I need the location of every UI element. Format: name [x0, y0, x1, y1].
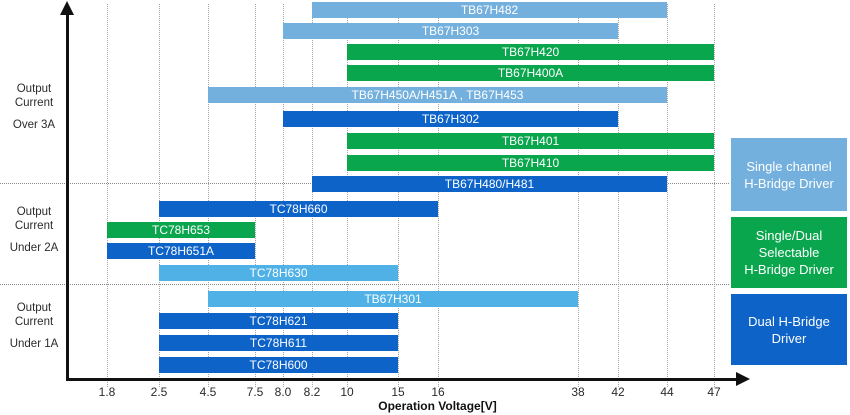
gridline-2.5: [158, 4, 160, 387]
group-sub-label: Under 2A: [9, 242, 59, 254]
bar-label: TB67H480/H481: [444, 177, 535, 191]
gridline-10: [346, 4, 348, 387]
legend-label-line: Selectable: [758, 245, 820, 260]
bar-label: TB67H450A/H451A , TB67H453: [351, 88, 524, 102]
group-label-line: Current: [14, 97, 54, 109]
x-tick-label-8.2: 8.2: [303, 385, 321, 399]
gridline-47: [713, 4, 715, 387]
x-axis-title: Operation Voltage[V]: [378, 399, 497, 413]
y-axis-arrow-icon: [60, 1, 74, 15]
bar-label: TC78H630: [249, 266, 308, 280]
bar-label: TC78H611: [249, 336, 308, 350]
bar-TC78H621: TC78H621: [159, 313, 398, 329]
legend-dual-h-bridge: Dual H-Bridge Driver: [731, 294, 847, 365]
bar-TC78H660: TC78H660: [159, 201, 438, 217]
bar-TB67H482: TB67H482: [312, 2, 667, 18]
bar-TB67H401: TB67H401: [347, 133, 714, 149]
legend-single-channel-h-bridge: Single channel H-Bridge Driver: [731, 138, 847, 211]
gridline-8.2: [311, 4, 313, 387]
x-tick-label-2.5: 2.5: [150, 385, 168, 399]
bar-label: TB67H400A: [497, 66, 564, 80]
legend-label-line: Driver: [771, 330, 807, 346]
group-label-line: Current: [14, 316, 54, 328]
bar-TB67H400A: TB67H400A: [347, 65, 714, 81]
bar-TB67H302: TB67H302: [283, 111, 618, 127]
legend-label-line: Single/Dual: [755, 228, 823, 243]
legend-single-dual-selectable-h-bridge: Single/Dual Selectable H-Bridge Driver: [731, 217, 847, 288]
bar-label: TC78H653: [151, 223, 211, 237]
gridline-38: [577, 4, 579, 387]
bar-TB67H301: TB67H301: [208, 291, 578, 307]
group-separator-2: [0, 284, 729, 285]
group-label-under-2a: Output Current Under 2A: [4, 205, 64, 255]
x-tick-label-15: 15: [391, 385, 405, 399]
y-axis-line: [66, 12, 69, 381]
x-tick-label-38: 38: [571, 385, 585, 399]
bar-TB67H410: TB67H410: [347, 155, 714, 171]
group-label-line: Output: [16, 206, 52, 218]
x-tick-label-16: 16: [431, 385, 445, 399]
bar-TB67H303: TB67H303: [283, 23, 618, 39]
legend-label-line: H-Bridge Driver: [744, 262, 834, 277]
bar-label: TB67H410: [501, 156, 560, 170]
bar-TC78H651A: TC78H651A: [107, 243, 255, 259]
gridline-4.5: [207, 4, 209, 387]
x-axis-arrow-icon: [736, 372, 750, 386]
legend-label-line: H-Bridge Driver: [744, 175, 834, 191]
bar-label: TB67H482: [460, 3, 519, 17]
x-tick-label-7.5: 7.5: [246, 385, 264, 399]
group-sub-label: Over 3A: [12, 119, 56, 131]
bar-TC78H653: TC78H653: [107, 222, 255, 238]
x-tick-label-42: 42: [611, 385, 625, 399]
gridline-44: [666, 4, 668, 387]
gridline-42: [617, 4, 619, 387]
bar-label: TC78H600: [249, 358, 308, 372]
x-tick-label-47: 47: [707, 385, 721, 399]
group-sub-label: Under 1A: [9, 338, 59, 350]
bar-TC78H611: TC78H611: [159, 335, 398, 351]
x-tick-label-8.0: 8.0: [274, 385, 292, 399]
gridline-15: [397, 4, 399, 387]
bar-label: TB67H401: [501, 134, 560, 148]
bar-label: TB67H302: [421, 112, 480, 126]
group-label-line: Output: [16, 83, 52, 95]
legend-label-line: Dual H-Bridge: [748, 313, 830, 329]
gridline-16: [437, 4, 439, 387]
bar-label: TC78H660: [269, 202, 328, 216]
group-label-under-1a: Output Current Under 1A: [4, 301, 64, 351]
bar-label: TB67H420: [501, 45, 560, 59]
bar-TB67H420: TB67H420: [347, 44, 714, 60]
bar-label: TC78H621: [249, 314, 308, 328]
bar-label: TB67H303: [421, 24, 480, 38]
x-tick-label-1.8: 1.8: [98, 385, 116, 399]
bar-TC78H630: TC78H630: [159, 265, 398, 281]
bar-label: TC78H651A: [147, 244, 215, 258]
bar-TC78H600: TC78H600: [159, 357, 398, 373]
x-tick-label-4.5: 4.5: [199, 385, 217, 399]
legend-label-line: Single channel: [746, 158, 832, 174]
group-label-line: Output: [16, 302, 52, 314]
x-tick-label-10: 10: [340, 385, 354, 399]
x-axis-line: [66, 378, 737, 381]
group-label-line: Current: [14, 220, 54, 232]
bar-TB67H480-H481: TB67H480/H481: [312, 176, 667, 192]
gridline-8.0: [282, 4, 284, 387]
bar-TB67H450A-H451A-TB67H453: TB67H450A/H451A , TB67H453: [208, 87, 667, 103]
bar-label: TB67H301: [364, 292, 422, 306]
gridline-7.5: [254, 4, 256, 387]
group-label-over-3a: Output Current Over 3A: [4, 82, 64, 132]
x-tick-label-44: 44: [660, 385, 674, 399]
gridline-1.8: [106, 4, 108, 387]
